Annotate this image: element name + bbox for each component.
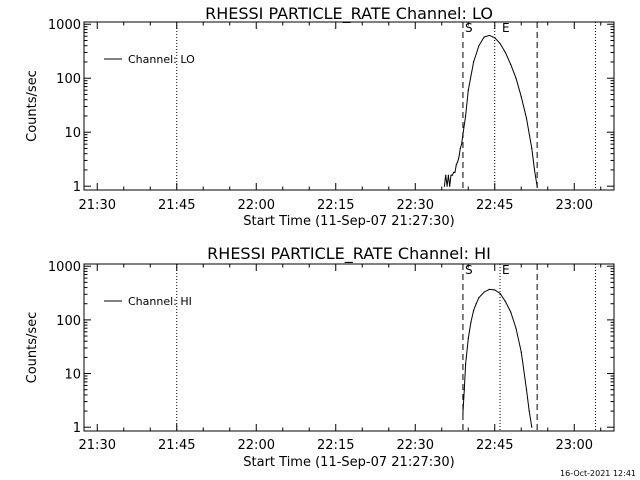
- data-point: [449, 185, 451, 187]
- data-point: [499, 42, 501, 45]
- data-point: [470, 321, 472, 323]
- data-point: [467, 337, 469, 340]
- data-point: [478, 45, 480, 47]
- y-axis-label: Counts/sec: [25, 312, 40, 384]
- data-point: [515, 327, 517, 329]
- chart-title: RHESSI PARTICLE_RATE Channel: HI: [207, 244, 491, 264]
- data-point: [472, 61, 475, 63]
- plot-frame: [83, 21, 615, 191]
- y-tick-label: 10: [64, 368, 81, 383]
- data-point: [504, 300, 506, 303]
- data-point: [510, 311, 512, 313]
- y-tick-label: 10: [64, 126, 81, 141]
- data-point: [459, 147, 461, 150]
- data-point: [478, 297, 480, 299]
- event-marker-label: E: [502, 21, 510, 35]
- data-point: [472, 309, 475, 312]
- data-point: [462, 412, 464, 415]
- data-point: [447, 174, 449, 176]
- data-point: [488, 288, 491, 290]
- x-tick-label: 21:45: [158, 438, 195, 453]
- x-tick-label: 22:30: [397, 438, 434, 453]
- data-point: [525, 117, 528, 120]
- y-tick-label: 1000: [48, 18, 81, 33]
- data-point: [465, 363, 467, 365]
- data-point: [531, 426, 533, 428]
- data-point: [457, 161, 459, 163]
- x-axis-label: Start Time (11-Sep-07 21:27:30): [243, 214, 454, 229]
- event-marker-label: E: [502, 263, 510, 277]
- x-tick-label: 22:15: [317, 198, 354, 213]
- data-point: [504, 51, 506, 54]
- data-point: [499, 292, 501, 295]
- y-tick-label: 1: [73, 180, 81, 195]
- x-tick-label: 22:45: [476, 198, 513, 213]
- legend-label: Channel: HI: [128, 295, 192, 308]
- y-tick-label: 100: [56, 314, 81, 329]
- data-point: [446, 185, 448, 187]
- lo-channel-panel: RHESSI PARTICLE_RATE Channel: LO 21:30 21:…: [25, 4, 615, 229]
- legend-label: Channel: LO: [128, 53, 195, 66]
- data-point: [533, 169, 536, 171]
- data-point: [458, 156, 460, 158]
- data-point: [520, 96, 522, 98]
- data-point: [536, 185, 538, 187]
- x-tick-label: 21:30: [79, 198, 116, 213]
- series-line: [443, 34, 538, 187]
- data-point: [463, 389, 465, 391]
- data-point: [483, 36, 485, 38]
- x-tick-label: 22:00: [238, 438, 275, 453]
- data-point: [445, 174, 447, 176]
- x-tick-label: 22:00: [238, 198, 275, 213]
- x-tick-label: 22:15: [317, 438, 354, 453]
- data-point: [520, 351, 522, 353]
- x-tick-label: 22:45: [476, 438, 513, 453]
- data-point: [462, 134, 464, 136]
- x-tick-label: 23:00: [556, 198, 593, 213]
- data-point: [525, 389, 528, 391]
- data-point: [483, 291, 485, 293]
- chart-title: RHESSI PARTICLE_RATE Channel: LO: [205, 4, 493, 24]
- data-point: [450, 174, 452, 176]
- x-tick-label: 22:30: [397, 198, 434, 213]
- data-point: [475, 303, 477, 305]
- data-point: [461, 143, 463, 145]
- data-point: [488, 34, 491, 37]
- data-point: [467, 89, 469, 91]
- y-tick-label: 1: [73, 421, 81, 436]
- footer-timestamp: 16-Oct-2021 12:41: [560, 469, 636, 478]
- data-point: [455, 164, 457, 166]
- y-tick-label: 1000: [48, 260, 81, 275]
- data-point: [454, 171, 456, 174]
- hi-channel-panel: RHESSI PARTICLE_RATE Channel: HI 21:30 21:…: [25, 244, 615, 470]
- interval-marker-label: S: [465, 263, 473, 277]
- data-point: [465, 115, 467, 117]
- y-axis-label: Counts/sec: [25, 70, 40, 142]
- x-tick-label: 21:30: [79, 438, 116, 453]
- data-point: [528, 410, 530, 412]
- data-point: [510, 63, 512, 66]
- data-point: [494, 37, 496, 39]
- x-tick-label: 21:45: [158, 198, 195, 213]
- data-point: [443, 185, 445, 187]
- data-point: [515, 77, 517, 79]
- data-point: [494, 289, 496, 291]
- x-tick-label: 23:00: [556, 438, 593, 453]
- data-point: [453, 171, 455, 174]
- x-axis-label: Start Time (11-Sep-07 21:27:30): [243, 455, 454, 470]
- y-tick-label: 100: [56, 72, 81, 87]
- plot-frame: [83, 263, 615, 432]
- data-point: [451, 174, 453, 176]
- data-point: [531, 147, 533, 150]
- interval-marker-label: S: [465, 21, 473, 35]
